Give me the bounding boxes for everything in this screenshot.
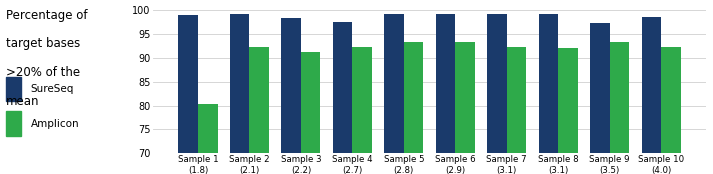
Bar [384, 14, 404, 174]
Text: mean: mean [6, 95, 40, 108]
Bar [539, 14, 558, 174]
Bar [436, 14, 456, 174]
Bar [507, 47, 526, 174]
Bar [282, 18, 301, 174]
Bar [352, 47, 372, 174]
Bar [558, 48, 578, 174]
Bar [487, 14, 507, 174]
Bar [610, 42, 630, 174]
Bar [250, 47, 269, 174]
Bar [198, 104, 217, 174]
FancyBboxPatch shape [6, 77, 21, 101]
Text: SureSeq: SureSeq [31, 84, 74, 94]
Text: Percentage of: Percentage of [6, 9, 88, 22]
Text: target bases: target bases [6, 37, 81, 50]
Bar [333, 22, 352, 174]
Bar [642, 17, 661, 174]
Bar [404, 42, 424, 174]
Bar [178, 15, 198, 174]
Text: >20% of the: >20% of the [6, 66, 81, 79]
Bar [301, 52, 320, 174]
Bar [590, 23, 610, 174]
Text: Amplicon: Amplicon [31, 118, 79, 129]
Bar [230, 14, 250, 174]
FancyBboxPatch shape [6, 111, 21, 136]
Bar [661, 47, 681, 174]
Bar [456, 42, 475, 174]
